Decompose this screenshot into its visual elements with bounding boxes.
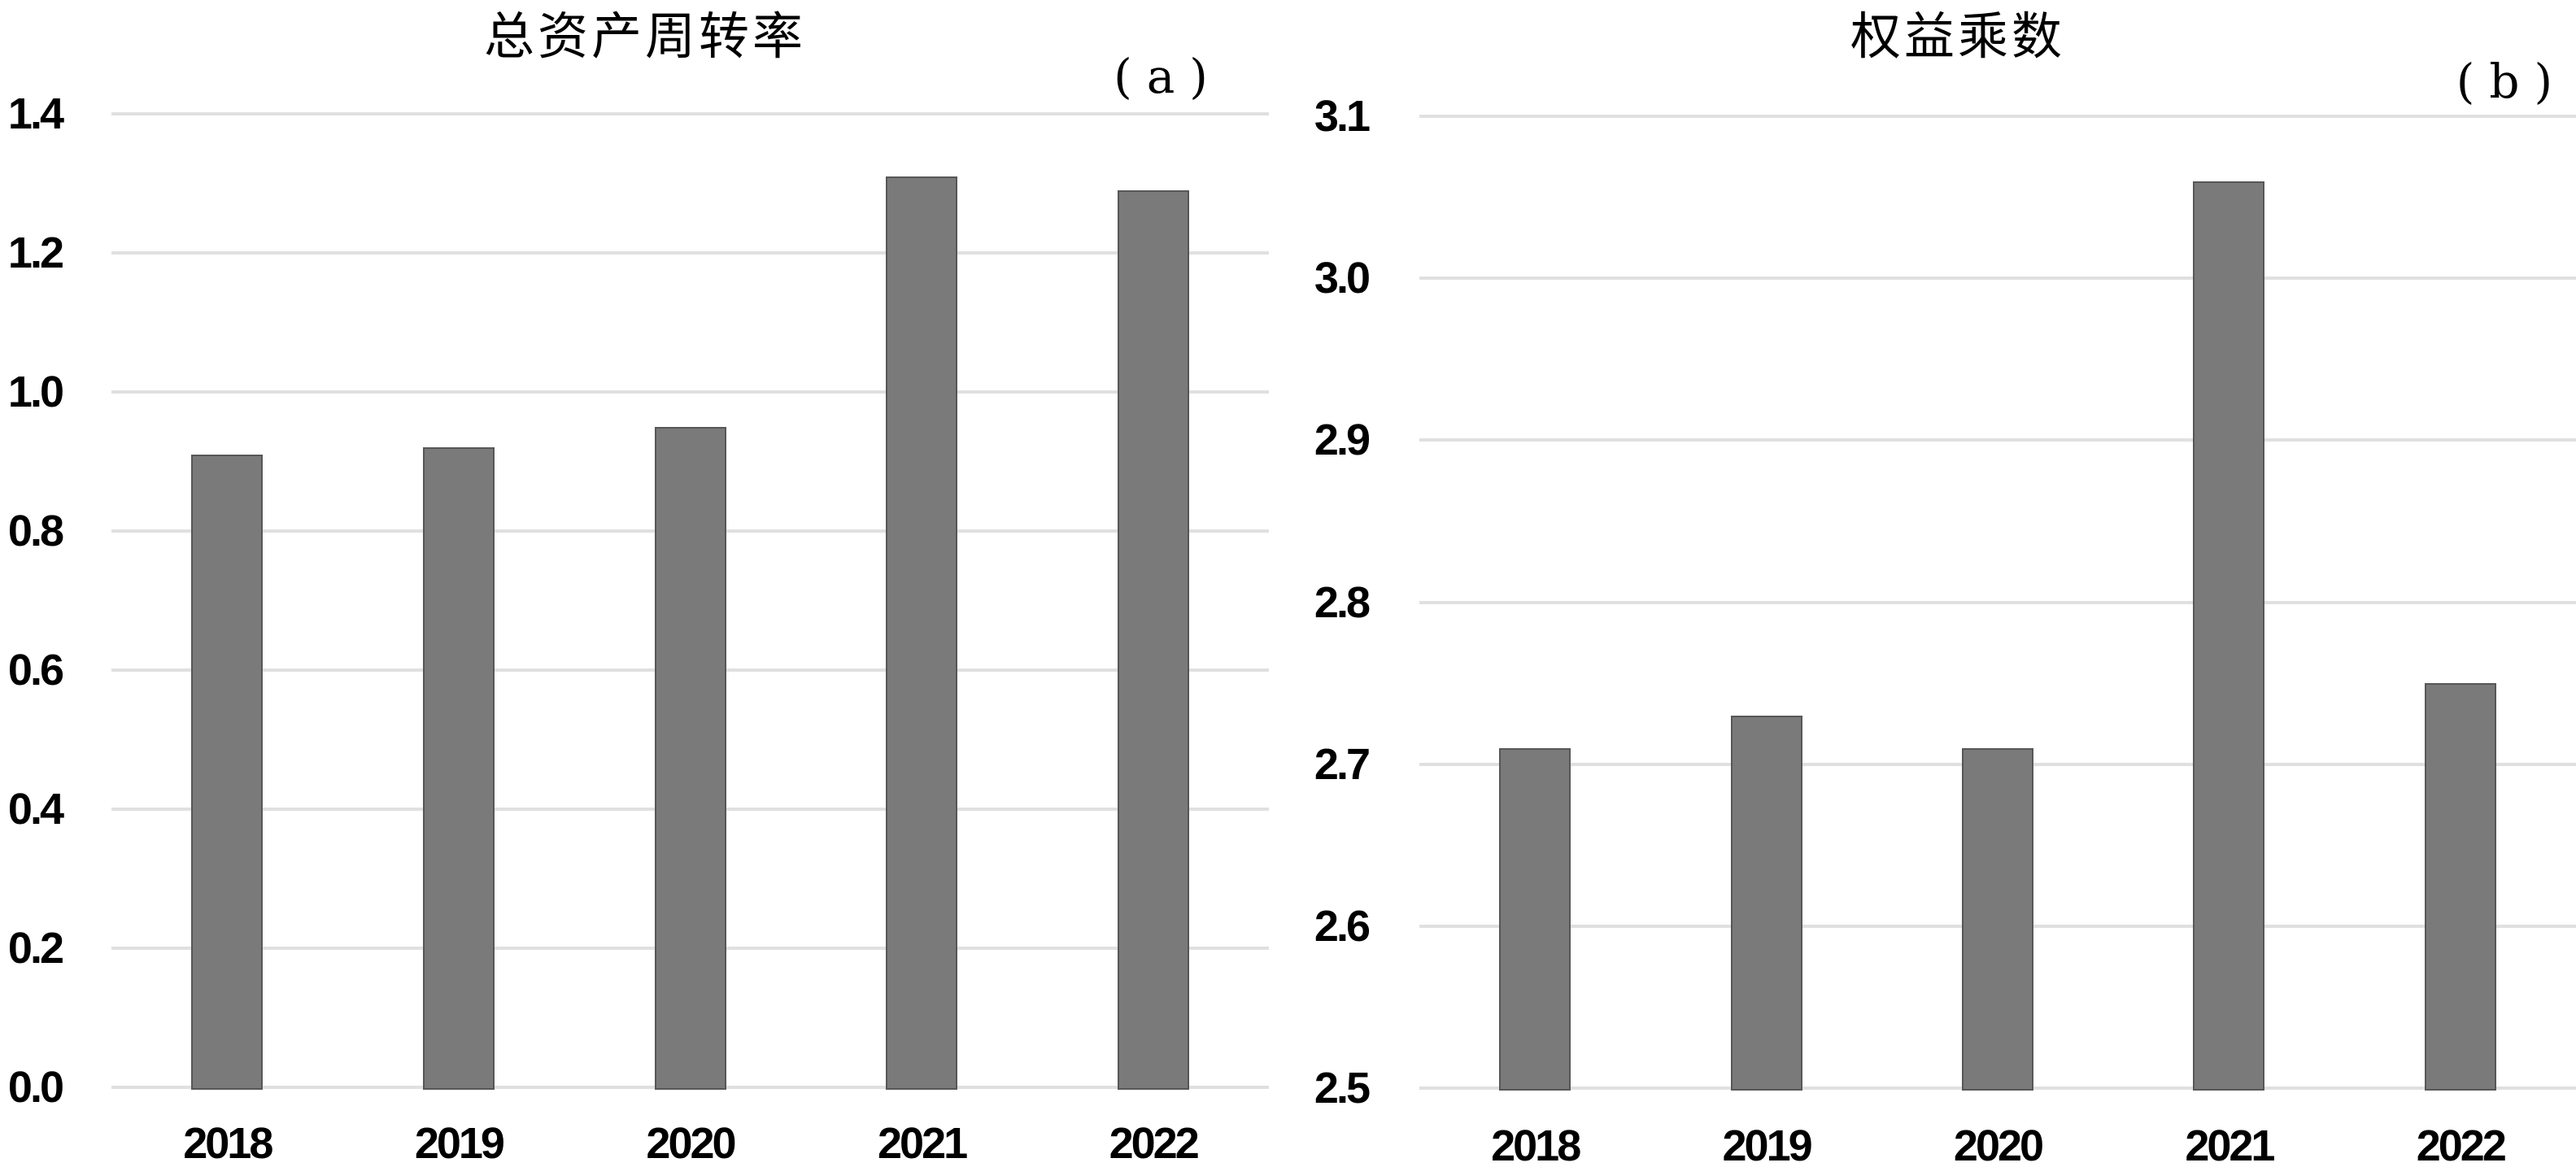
- y-tick-label: 2.9: [1314, 416, 1371, 465]
- bar-2020: [654, 426, 726, 1090]
- x-tick-2021: 2021: [878, 1119, 968, 1167]
- bar-2022: [1117, 190, 1189, 1090]
- y-tick-label: 2.7: [1314, 739, 1371, 789]
- y-tick-label: 1.0: [7, 368, 64, 416]
- chart-equity-multiplier: 权益乘数 (b) 3.1 3.0 2.9 2.8 2.7 2.6 2.5 2018 2019 20…: [1287, 0, 2576, 1167]
- panel-label-b: (b): [2456, 54, 2568, 109]
- gridline: [111, 390, 1269, 394]
- y-tick-label: 2.5: [1314, 1064, 1371, 1113]
- bar-2020: [1962, 747, 2033, 1091]
- y-tick-label: 3.0: [1314, 254, 1371, 303]
- gridline: [1419, 115, 2576, 118]
- chart-title: 总资产周转率: [483, 7, 806, 66]
- x-tick-2018: 2018: [183, 1119, 273, 1167]
- gridline: [111, 251, 1269, 255]
- y-tick-label: 0.4: [7, 785, 64, 834]
- x-tick-2020: 2020: [1953, 1121, 2044, 1167]
- bar-2019: [422, 447, 495, 1090]
- bar-2018: [191, 454, 264, 1090]
- y-tick-label: 2.8: [1314, 577, 1371, 627]
- y-tick-label: 2.6: [1314, 901, 1371, 951]
- y-tick-label: 1.2: [7, 229, 64, 277]
- chart-title: 权益乘数: [1850, 7, 2065, 66]
- x-tick-2020: 2020: [646, 1119, 736, 1167]
- bar-2022: [2424, 683, 2496, 1091]
- bar-2019: [1730, 715, 1802, 1091]
- x-tick-2022: 2022: [1109, 1119, 1200, 1167]
- y-tick-label: 0.6: [7, 646, 64, 695]
- x-tick-2018: 2018: [1491, 1121, 1581, 1167]
- bar-2021: [2193, 181, 2265, 1091]
- gridline: [1419, 277, 2576, 281]
- y-tick-label: 0.0: [7, 1063, 64, 1112]
- x-tick-2019: 2019: [414, 1119, 505, 1167]
- x-tick-2019: 2019: [1722, 1121, 1813, 1167]
- y-tick-label: 1.4: [7, 89, 64, 138]
- y-tick-label: 0.2: [7, 924, 64, 973]
- chart-total-asset-turnover: 总资产周转率 (a) 1.4 1.2 1.0 0.8 0.6 0.4 0.2 0.0 2018 2…: [7, 7, 1269, 1167]
- gridline: [111, 112, 1269, 115]
- y-tick-label: 3.1: [1314, 92, 1371, 141]
- x-tick-2022: 2022: [2416, 1121, 2507, 1167]
- gridline: [1419, 438, 2576, 442]
- bar-2018: [1499, 747, 1571, 1091]
- panel-label-a: (a): [1114, 49, 1223, 104]
- gridline: [1419, 600, 2576, 604]
- bar-2021: [886, 176, 958, 1090]
- x-tick-2021: 2021: [2185, 1121, 2275, 1167]
- y-tick-label: 0.8: [7, 507, 64, 555]
